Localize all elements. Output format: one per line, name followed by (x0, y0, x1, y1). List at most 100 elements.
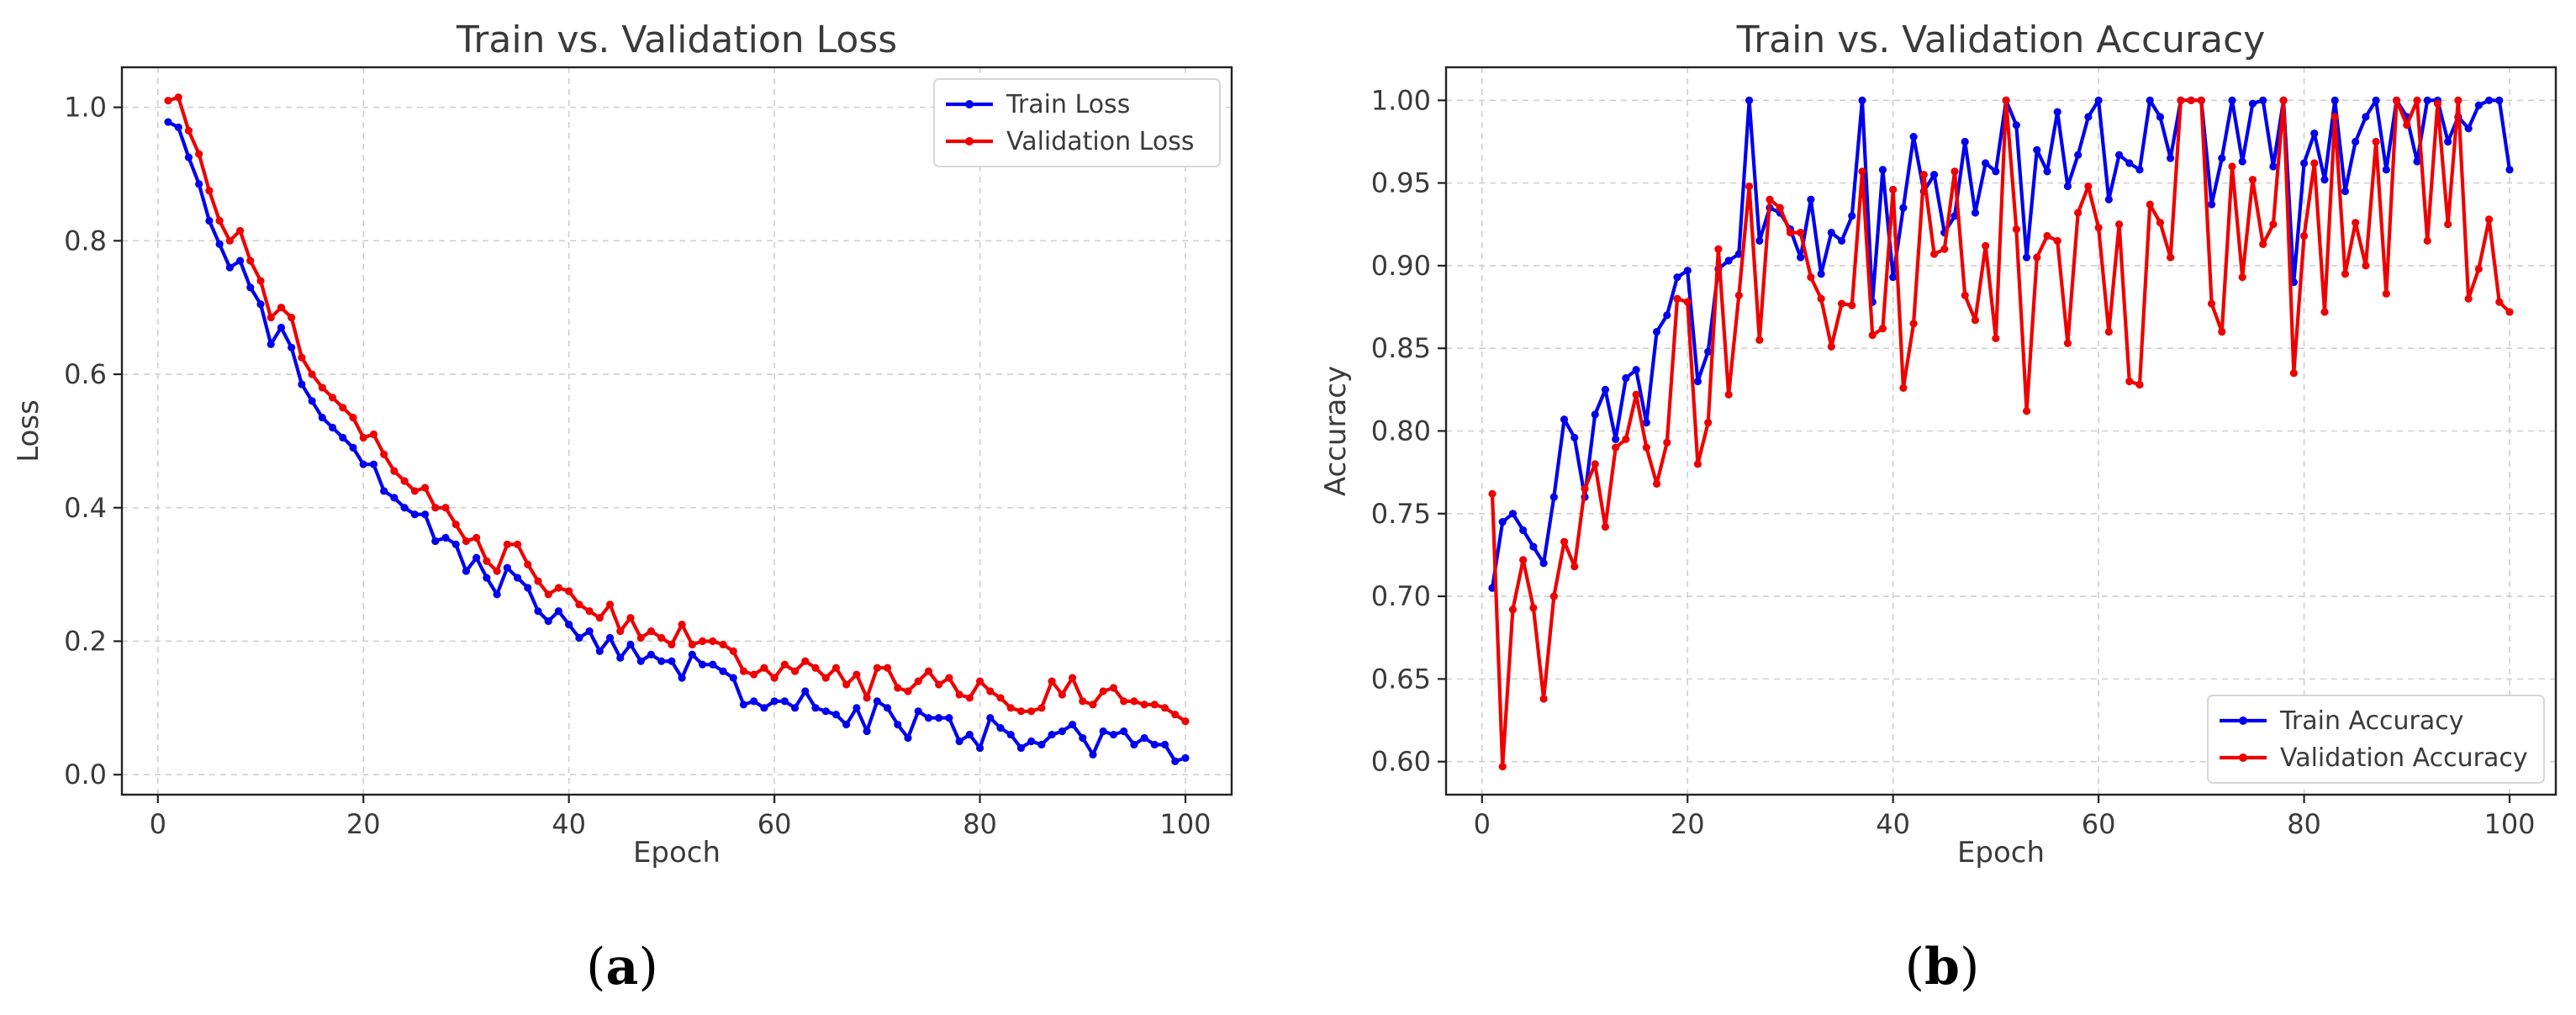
data-point (575, 600, 583, 609)
data-point (729, 647, 737, 655)
data-point (1652, 327, 1661, 336)
data-point (1150, 740, 1159, 749)
data-point (1099, 687, 1107, 695)
data-point (2289, 369, 2298, 378)
data-point (1683, 267, 1692, 275)
panel-caption-letter: a (606, 938, 639, 996)
data-point (1549, 493, 1558, 501)
data-point (441, 533, 450, 542)
data-point (2043, 167, 2051, 176)
data-point (996, 724, 1005, 732)
data-point (1693, 377, 1702, 386)
data-point (1929, 171, 1939, 179)
data-point (1899, 204, 1908, 212)
data-point (2125, 159, 2134, 167)
data-point (1745, 96, 1754, 104)
data-point (1109, 730, 1118, 739)
data-point (1016, 707, 1026, 716)
data-point (483, 574, 491, 582)
data-point (1027, 737, 1036, 746)
data-point (1591, 460, 1599, 468)
data-point (1632, 390, 1640, 399)
data-point (215, 216, 224, 225)
data-point (2084, 182, 2093, 191)
data-point (225, 236, 234, 245)
data-point (1006, 704, 1015, 712)
data-point (1745, 182, 1754, 191)
data-point (1622, 373, 1630, 383)
data-point (349, 414, 357, 422)
data-point (698, 660, 707, 669)
data-point (965, 730, 974, 739)
data-point (2156, 113, 2165, 121)
series-validation-loss (164, 93, 1190, 726)
series-line (167, 95, 1187, 723)
data-point (709, 637, 717, 646)
data-point (863, 694, 871, 702)
data-point (544, 617, 552, 626)
data-point (1929, 250, 1939, 258)
data-point (2392, 96, 2401, 104)
data-point (410, 487, 419, 495)
data-point (503, 563, 511, 572)
data-point (904, 733, 912, 743)
data-point (1724, 390, 1733, 399)
data-point (1079, 697, 1087, 706)
legend-box (2207, 695, 2545, 784)
data-point (277, 323, 286, 332)
data-point (1048, 677, 1056, 685)
data-point (2444, 137, 2452, 146)
data-point (339, 404, 347, 412)
data-point (524, 584, 532, 592)
data-point (678, 621, 686, 629)
grid-lines (1446, 67, 2556, 795)
data-point (400, 504, 409, 512)
chart-panel-1: 0 20 40 60 80 100 0.0 0.2 0.4 0.6 0.8 1.0 Train vs. … (12, 19, 1233, 996)
data-point (2362, 262, 2370, 270)
data-point (2372, 96, 2380, 104)
data-point (1837, 236, 1846, 246)
data-point (380, 487, 388, 495)
data-point (359, 460, 367, 468)
data-point (904, 687, 912, 695)
data-point (996, 694, 1005, 702)
x-tick-label: 20 (1671, 808, 1705, 840)
data-point (1797, 253, 1805, 262)
y-tick-label: 0.90 (1371, 250, 1431, 282)
data-point (986, 714, 995, 722)
data-point (1037, 704, 1046, 712)
data-point (1704, 419, 1713, 427)
data-point (1181, 717, 1190, 726)
data-point (883, 663, 892, 672)
data-point (1591, 410, 1599, 419)
data-point (1889, 185, 1898, 194)
data-point (873, 663, 881, 672)
data-point (626, 614, 635, 622)
data-point (380, 450, 388, 458)
y-axis-label: Loss (12, 399, 45, 463)
data-point (2053, 108, 2061, 116)
data-point (2382, 166, 2390, 174)
data-point (842, 721, 851, 729)
data-point (534, 607, 542, 616)
grid-lines (122, 67, 1232, 795)
data-point (1868, 330, 1877, 340)
data-point (2382, 289, 2390, 298)
data-point (1632, 366, 1640, 374)
x-tick-label: 80 (963, 808, 997, 840)
data-point (1488, 489, 1497, 498)
data-point (349, 443, 357, 452)
x-tick-label: 100 (1159, 808, 1211, 840)
data-point (1048, 730, 1056, 739)
x-tick-label: 0 (1474, 808, 1491, 840)
data-point (1704, 347, 1713, 356)
data-point (1683, 298, 1692, 306)
data-point (390, 494, 399, 502)
data-point (678, 674, 686, 682)
data-point (2104, 195, 2113, 204)
data-point (975, 677, 984, 685)
data-point (513, 540, 522, 549)
panel-caption-letter: b (1924, 938, 1960, 996)
data-point (668, 657, 676, 665)
data-point (1519, 526, 1528, 535)
